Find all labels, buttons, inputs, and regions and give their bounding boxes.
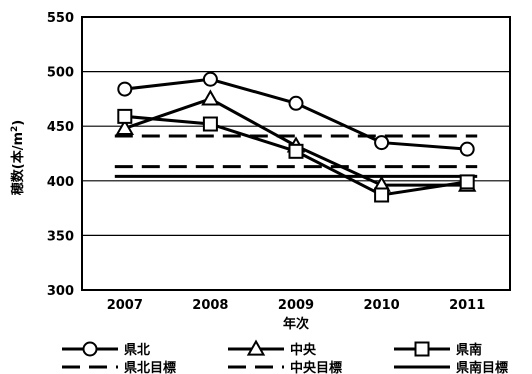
triangle-marker <box>246 339 266 356</box>
square-marker <box>288 143 304 159</box>
tick-labels: 300 350 400 450 500 550 2007 2008 2009 2010 2011 <box>47 11 485 313</box>
y-axis-label-close: ) <box>11 120 26 126</box>
circle-marker <box>288 95 304 111</box>
legend-entry: 中央 <box>228 339 317 358</box>
triangle-marker <box>115 118 135 136</box>
legend-label: 県北目標 <box>124 360 176 374</box>
circle-marker <box>459 141 475 157</box>
square-marker <box>374 187 390 203</box>
target-lines <box>114 134 478 178</box>
x-axis-label: 年次 <box>283 316 309 332</box>
y-tick-label: 400 <box>47 175 74 190</box>
legend-label: 中央目標 <box>290 360 342 374</box>
x-tick-label: 2010 <box>364 298 400 313</box>
square-marker <box>459 174 475 190</box>
legend-label: 県北 <box>124 343 150 358</box>
x-tick-label: 2008 <box>192 298 228 313</box>
y-tick-label: 350 <box>47 229 74 244</box>
y-tick-label: 450 <box>47 120 74 135</box>
gridlines <box>82 70 510 236</box>
y-axis-label: 穂数(本/m2) <box>10 120 26 195</box>
series-lines <box>115 71 477 203</box>
circle-marker <box>374 135 390 151</box>
y-axis-label-main: 穂数(本/m <box>10 132 26 195</box>
legend-entry: 県南目標 <box>394 360 508 374</box>
legend-entry: 中央目標 <box>228 360 342 374</box>
x-tick-label: 2009 <box>278 298 314 313</box>
y-tick-label: 300 <box>47 284 74 299</box>
square-marker <box>117 108 133 124</box>
y-axis-label-superscript: 2 <box>10 126 20 132</box>
x-tick-label: 2007 <box>107 298 143 313</box>
y-tick-label: 500 <box>47 66 74 81</box>
square-marker <box>202 116 218 132</box>
legend-entry: 県北目標 <box>62 360 176 374</box>
plot-frame <box>81 16 511 291</box>
legend-label: 中央 <box>290 342 317 358</box>
legend-label: 県南目標 <box>456 360 508 374</box>
legend-entry: 県南 <box>394 341 482 358</box>
circle-marker <box>82 341 98 357</box>
triangle-marker <box>201 89 220 106</box>
legend-label: 県南 <box>456 342 482 358</box>
legend-entry: 県北 <box>62 341 150 358</box>
x-tick-label: 2011 <box>449 298 485 313</box>
square-marker <box>414 341 430 357</box>
circle-marker <box>117 81 133 97</box>
y-tick-label: 550 <box>47 11 74 26</box>
circle-marker <box>202 71 218 87</box>
